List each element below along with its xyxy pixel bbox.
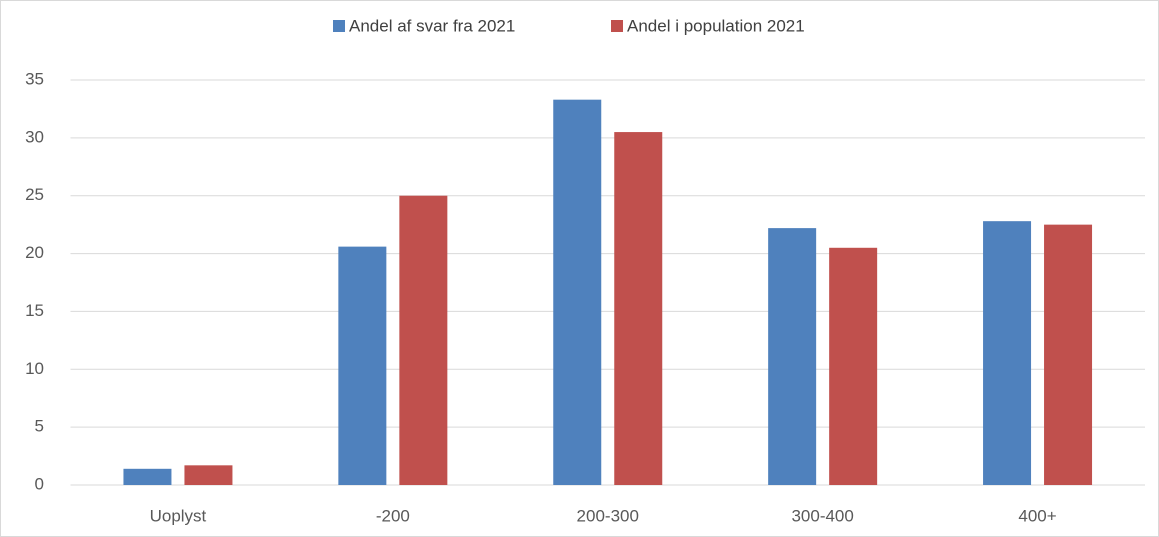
y-tick-label: 10 [25, 359, 44, 378]
y-tick-label: 5 [35, 417, 44, 436]
legend: Andel af svar fra 2021 Andel i population… [333, 16, 805, 35]
x-tick-label: 300-400 [791, 506, 853, 525]
bar [768, 228, 817, 485]
legend-label: Andel i population 2021 [627, 16, 805, 35]
bar [123, 468, 172, 485]
bar [614, 132, 663, 486]
y-tick-label: 20 [25, 243, 44, 262]
bar [829, 247, 878, 485]
legend-swatch [333, 20, 345, 32]
x-tick-label: Uoplyst [150, 506, 207, 525]
y-tick-label: 15 [25, 301, 44, 320]
y-tick-label: 35 [25, 69, 44, 88]
y-tick-label: 0 [35, 474, 44, 493]
x-tick-label: 200-300 [577, 506, 639, 525]
x-tick-label: 400+ [1018, 506, 1056, 525]
y-tick-label: 30 [25, 127, 44, 146]
y-tick-label: 25 [25, 185, 44, 204]
legend-swatch [611, 20, 623, 32]
bar [1044, 224, 1093, 485]
bar [983, 221, 1032, 485]
legend-label: Andel af svar fra 2021 [349, 16, 515, 35]
bar [184, 465, 233, 485]
x-tick-label: -200 [376, 506, 410, 525]
bar [553, 99, 602, 486]
bar [399, 195, 448, 485]
bar [338, 246, 387, 485]
